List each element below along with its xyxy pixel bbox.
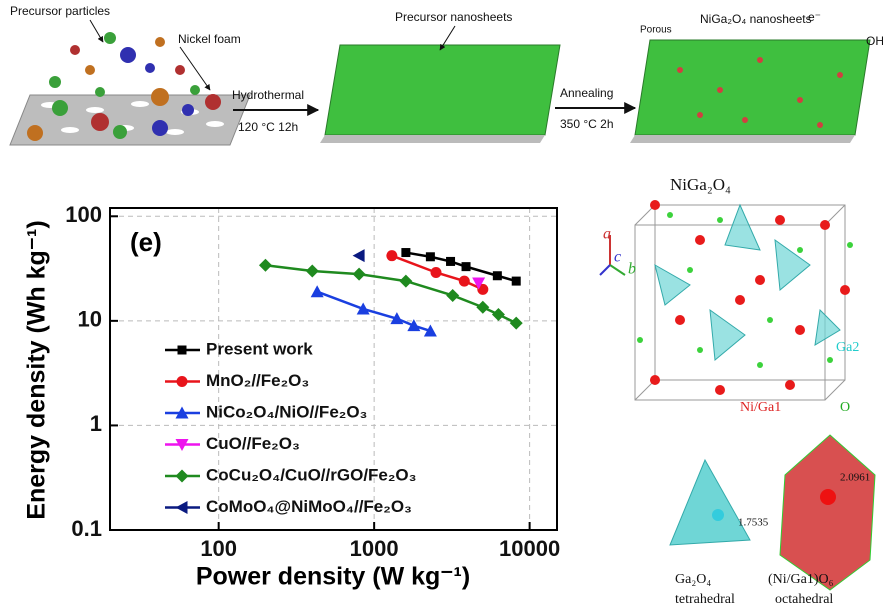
chart: (e) Power density (W kg⁻¹) Energy densit… (23, 202, 561, 591)
point (446, 257, 455, 266)
label: tetrahedral (675, 592, 735, 607)
point (259, 259, 272, 272)
label: Ga2 (836, 340, 859, 355)
point (510, 317, 523, 330)
legend-label: Present work (206, 339, 313, 358)
atom (820, 489, 836, 505)
title: NiGa₂O₄ (670, 175, 731, 194)
label: Precursor nanosheets (395, 10, 512, 24)
point (512, 277, 521, 286)
point (492, 308, 505, 321)
legend-label: CoMoO₄@NiMoO₄//Fe₂O₃ (206, 497, 412, 516)
label: e⁻ (808, 10, 821, 24)
legend-marker (176, 470, 189, 483)
page: {"schematic":{"precursor_particles":"Pre… (0, 0, 883, 610)
label: Ni/Ga1 (740, 400, 781, 415)
point (431, 267, 442, 278)
polyhedra (655, 205, 840, 360)
nanosheets (635, 40, 870, 135)
point (446, 289, 459, 302)
label: Ga₂O₄ (675, 572, 711, 587)
axis-label: a (603, 226, 611, 243)
point (311, 285, 324, 297)
schematic: Precursor particles Nickel foam Hydrothe… (10, 4, 883, 145)
legend-marker (178, 346, 187, 355)
point (386, 250, 397, 261)
y-tick-label: 100 (65, 202, 102, 227)
x-tick-label: 10000 (499, 536, 560, 561)
label: 120 °C 12h (238, 120, 298, 134)
label: OH (866, 34, 883, 48)
point (399, 275, 412, 288)
atom (712, 509, 724, 521)
point (493, 271, 502, 280)
x-axis-label: Power density (W kg⁻¹) (196, 563, 470, 591)
foam (320, 135, 545, 143)
point (401, 248, 410, 257)
label: (Ni/Ga1)O₆ (768, 572, 834, 587)
label: NiGa₂O₄ nanosheets (700, 12, 812, 26)
bond-length: 2.0961 (840, 472, 870, 484)
nanosheets (325, 45, 560, 135)
y-tick-label: 10 (78, 307, 102, 332)
label: Porous (640, 25, 672, 36)
legend-label: CoCu₂O₄/CuO//rGO/Fe₂O₃ (206, 465, 417, 484)
series-line (265, 265, 516, 323)
octahedron (780, 435, 875, 590)
label: Precursor particles (10, 4, 110, 18)
tetrahedron (670, 460, 750, 545)
legend-label: CuO//Fe₂O₃ (206, 434, 300, 453)
point (426, 252, 435, 261)
axis-label: c (614, 249, 621, 266)
structure: NiGa₂O₄ a b c Ga2 Ni/Ga1 O 1.7535 Ga₂O₄ … (600, 175, 875, 607)
legend-label: NiCo₂O₄/NiO//Fe₂O₃ (206, 402, 367, 421)
y-tick-label: 1 (90, 411, 102, 436)
legend-label: MnO₂//Fe₂O₃ (206, 371, 309, 390)
point (462, 262, 471, 271)
y-axis-label: Energy density (Wh kg⁻¹) (23, 220, 51, 519)
point (306, 264, 319, 277)
point (476, 301, 489, 314)
point (353, 268, 366, 281)
x-tick-label: 100 (200, 536, 237, 561)
label: Nickel foam (178, 32, 241, 46)
legend-marker (176, 501, 188, 514)
y-tick-label: 0.1 (71, 516, 102, 541)
figure: Precursor particles Nickel foam Hydrothe… (0, 0, 883, 610)
point (353, 249, 365, 262)
label: Hydrothermal (232, 88, 304, 102)
axis-label: b (628, 261, 636, 278)
bond-length: 1.7535 (738, 517, 769, 529)
panel-label: (e) (130, 227, 162, 257)
x-tick-label: 1000 (350, 536, 399, 561)
point (459, 276, 470, 287)
label: O (840, 400, 850, 415)
foam (630, 135, 855, 143)
legend-marker (177, 376, 188, 387)
label: 350 °C 2h (560, 117, 614, 131)
label: Annealing (560, 86, 613, 100)
label: octahedral (775, 592, 833, 607)
